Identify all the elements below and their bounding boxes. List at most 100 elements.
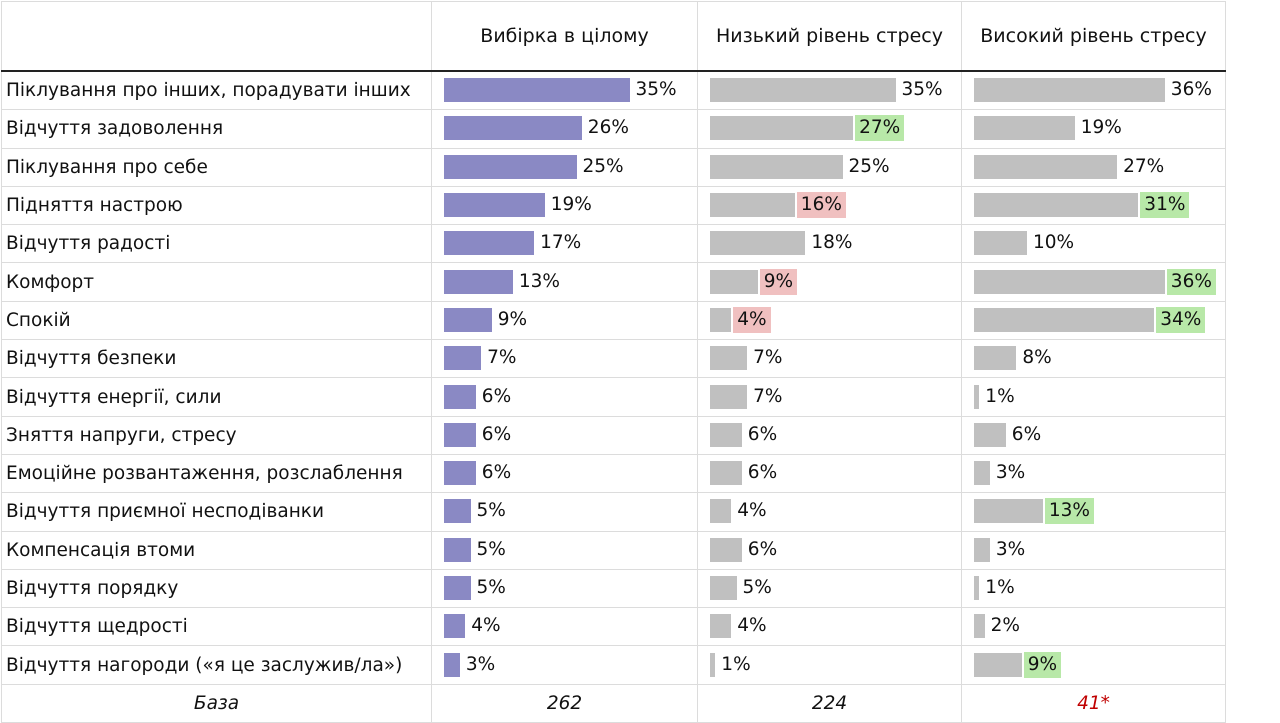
value-label: 35%	[635, 79, 677, 101]
bar	[710, 116, 854, 141]
value-label: 9%	[1023, 651, 1062, 678]
bar-cell: 1%	[697, 645, 962, 685]
header-low-stress: Низький рівень стресу	[697, 1, 962, 72]
bar-cell: 4%	[697, 607, 962, 647]
bar	[444, 576, 471, 600]
value-label: 1%	[721, 653, 751, 675]
bar-cell: 19%	[431, 185, 698, 226]
bar	[444, 461, 476, 486]
bar-cell: 4%	[697, 300, 962, 341]
bar	[444, 78, 630, 103]
value-label: 5%	[476, 500, 506, 522]
base-value: 224	[697, 683, 962, 723]
bar-cell: 7%	[697, 377, 962, 417]
value-label: 4%	[737, 615, 767, 637]
bar-cell: 6%	[697, 530, 962, 570]
row-label: Піклування про інших, порадувати інших	[1, 70, 432, 111]
row-label: Відчуття приємної несподіванки	[1, 492, 432, 532]
bar-cell: 7%	[431, 339, 698, 379]
bar-cell: 5%	[431, 568, 698, 609]
bar	[974, 461, 990, 486]
value-label: 13%	[1044, 498, 1095, 525]
bar	[444, 384, 476, 409]
bar	[444, 193, 545, 218]
table-row: Емоційне розвантаження, розслаблення 6% 6%…	[1, 453, 1226, 494]
row-label: Відчуття задоволення	[1, 109, 432, 149]
bar	[444, 652, 460, 677]
header-total: Вибірка в цілому	[431, 1, 698, 72]
base-row: База 262 224 41*	[1, 683, 1226, 723]
value-label: 5%	[742, 577, 772, 598]
value-label: 13%	[518, 270, 561, 292]
value-label: 34%	[1156, 306, 1206, 333]
bar-cell: 1%	[961, 568, 1226, 609]
row-label: Емоційне розвантаження, розслаблення	[1, 453, 432, 494]
bar	[974, 116, 1075, 141]
value-label: 3%	[995, 462, 1026, 484]
value-label: 27%	[855, 115, 905, 142]
bar	[444, 422, 476, 447]
value-label: 27%	[1123, 155, 1165, 177]
table-row: Відчуття радості 17% 18% 10%	[1, 224, 1226, 264]
value-label: 36%	[1170, 79, 1212, 101]
bar-cell: 35%	[697, 70, 962, 111]
bar	[710, 231, 806, 256]
bar	[710, 422, 742, 447]
bar	[444, 231, 535, 256]
value-label: 7%	[753, 347, 783, 369]
table-row: Відчуття задоволення 26% 27% 19%	[1, 109, 1226, 149]
bar-cell: 31%	[961, 185, 1226, 226]
table-row: Зняття напруги, стресу 6% 6% 6%	[1, 415, 1226, 455]
value-label: 8%	[1022, 347, 1052, 369]
row-label: Підняття настрою	[1, 185, 432, 226]
value-label: 3%	[465, 653, 496, 675]
value-label: 25%	[848, 155, 890, 177]
base-label: База	[1, 683, 432, 723]
bar	[710, 307, 732, 332]
bar	[974, 269, 1165, 294]
row-label: Компенсація втоми	[1, 530, 432, 570]
bar-cell: 27%	[961, 147, 1226, 187]
bar	[710, 384, 748, 409]
table-row: Відчуття порядку 5% 5% 1%	[1, 568, 1226, 609]
bar	[444, 307, 492, 332]
bar	[710, 614, 732, 639]
header-row: Вибірка в цілому Низький рівень стресу В…	[1, 1, 1226, 72]
bar-cell: 25%	[431, 147, 698, 187]
bar-cell: 6%	[697, 415, 962, 455]
bar-cell: 9%	[961, 645, 1226, 685]
value-label: 35%	[901, 79, 943, 101]
row-label: Відчуття енергії, сили	[1, 377, 432, 417]
bar-cell: 18%	[697, 224, 962, 264]
bar-cell: 26%	[431, 109, 698, 149]
bar	[974, 78, 1165, 103]
header-high-stress: Високий рівень стресу	[961, 1, 1226, 72]
bar-cell: 4%	[697, 492, 962, 532]
bar	[710, 576, 737, 600]
value-label: 4%	[733, 306, 771, 333]
row-label: Відчуття щедрості	[1, 607, 432, 647]
bar-cell: 6%	[431, 415, 698, 455]
bar	[444, 154, 577, 179]
value-label: 19%	[550, 194, 592, 216]
value-label: 2%	[990, 615, 1020, 637]
bar	[710, 154, 843, 179]
value-label: 5%	[476, 538, 506, 560]
bar	[710, 193, 795, 218]
bar-cell: 6%	[431, 377, 698, 417]
table-row: Відчуття енергії, сили 6% 7% 1%	[1, 377, 1226, 417]
bar-cell: 35%	[431, 70, 698, 111]
bar-cell: 17%	[431, 224, 698, 264]
bar-cell: 25%	[697, 147, 962, 187]
bar-cell: 19%	[961, 109, 1226, 149]
bar	[710, 537, 742, 562]
row-label: Зняття напруги, стресу	[1, 415, 432, 455]
bar-cell: 2%	[961, 607, 1226, 647]
bar	[444, 116, 582, 141]
bar	[710, 652, 716, 677]
bar	[444, 269, 513, 294]
bar	[710, 461, 742, 486]
table-row: Піклування про інших, порадувати інших 35…	[1, 70, 1226, 111]
bar	[974, 384, 980, 409]
table-row: Спокій 9% 4% 34%	[1, 300, 1226, 341]
